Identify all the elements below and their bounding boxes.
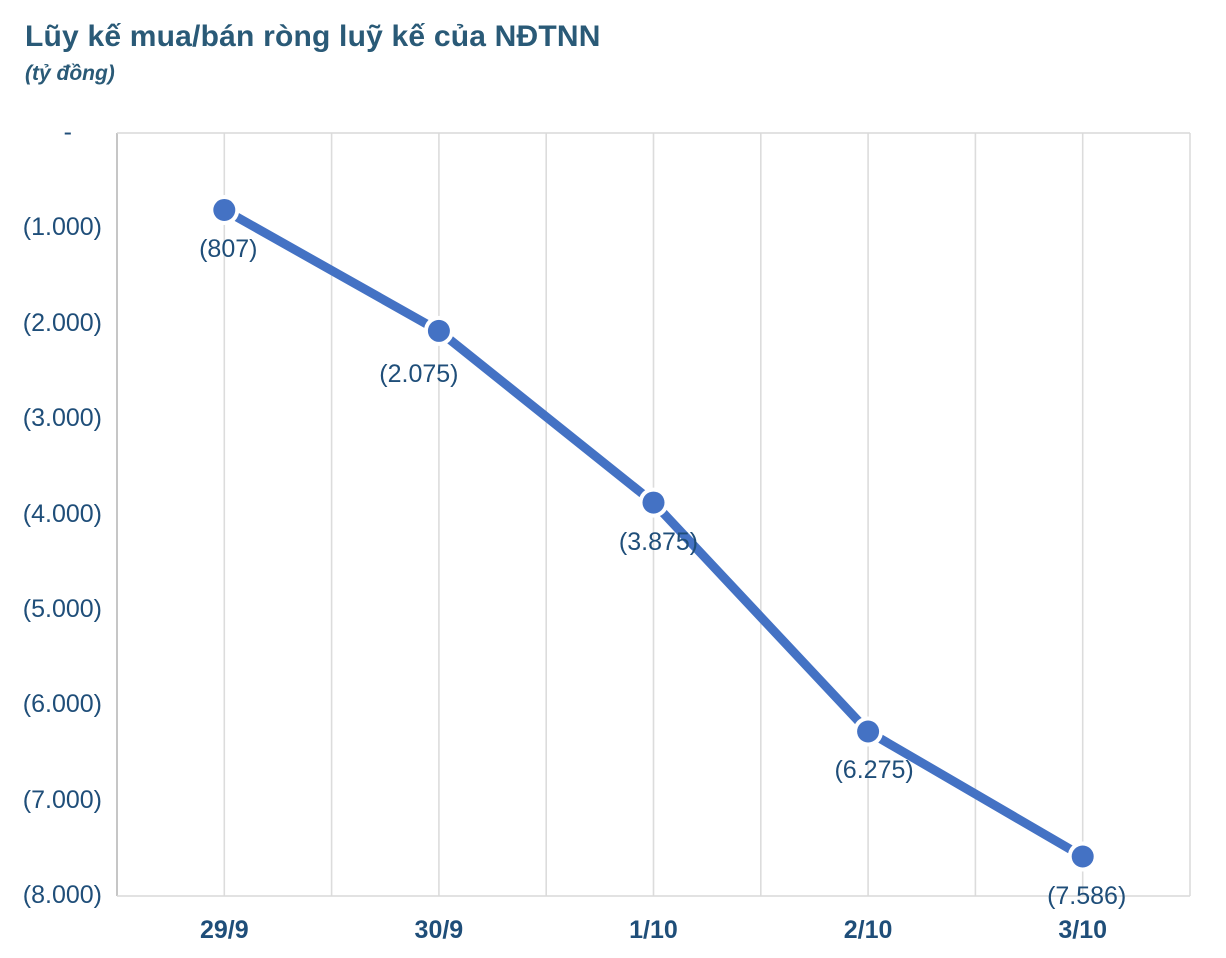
x-axis-label: 30/9 <box>414 916 464 944</box>
data-point-marker <box>427 319 450 342</box>
data-label: (3.875) <box>618 527 699 556</box>
data-label: (7.586) <box>1047 881 1127 910</box>
x-axis-label: 2/10 <box>843 916 893 944</box>
x-axis-label: 29/9 <box>199 916 249 944</box>
data-point-marker <box>213 198 236 221</box>
x-axis-label: 1/10 <box>629 916 678 944</box>
y-tick-label: (4.000) <box>22 499 102 528</box>
y-tick-label: (7.000) <box>22 785 102 814</box>
data-point-marker <box>642 491 665 514</box>
y-tick-label: (6.000) <box>22 690 102 719</box>
y-tick-label: (2.000) <box>22 308 102 337</box>
data-label: (2.075) <box>379 359 459 388</box>
chart-unit-label: (tỷ đồng) <box>25 62 115 85</box>
y-tick-label: (1.000) <box>22 213 102 242</box>
y-tick-label: (8.000) <box>22 881 102 909</box>
x-axis-label: 3/10 <box>1058 916 1108 944</box>
chart-title: Lũy kế mua/bán ròng luỹ kế của NĐTNN <box>25 20 601 53</box>
data-label: (6.275) <box>834 756 914 785</box>
data-point-marker <box>857 720 880 743</box>
data-point-marker <box>1071 845 1094 868</box>
y-tick-label: - <box>63 118 72 146</box>
y-tick-label: (5.000) <box>22 594 102 623</box>
y-tick-label: (3.000) <box>22 404 102 433</box>
data-label: (807) <box>199 234 258 263</box>
